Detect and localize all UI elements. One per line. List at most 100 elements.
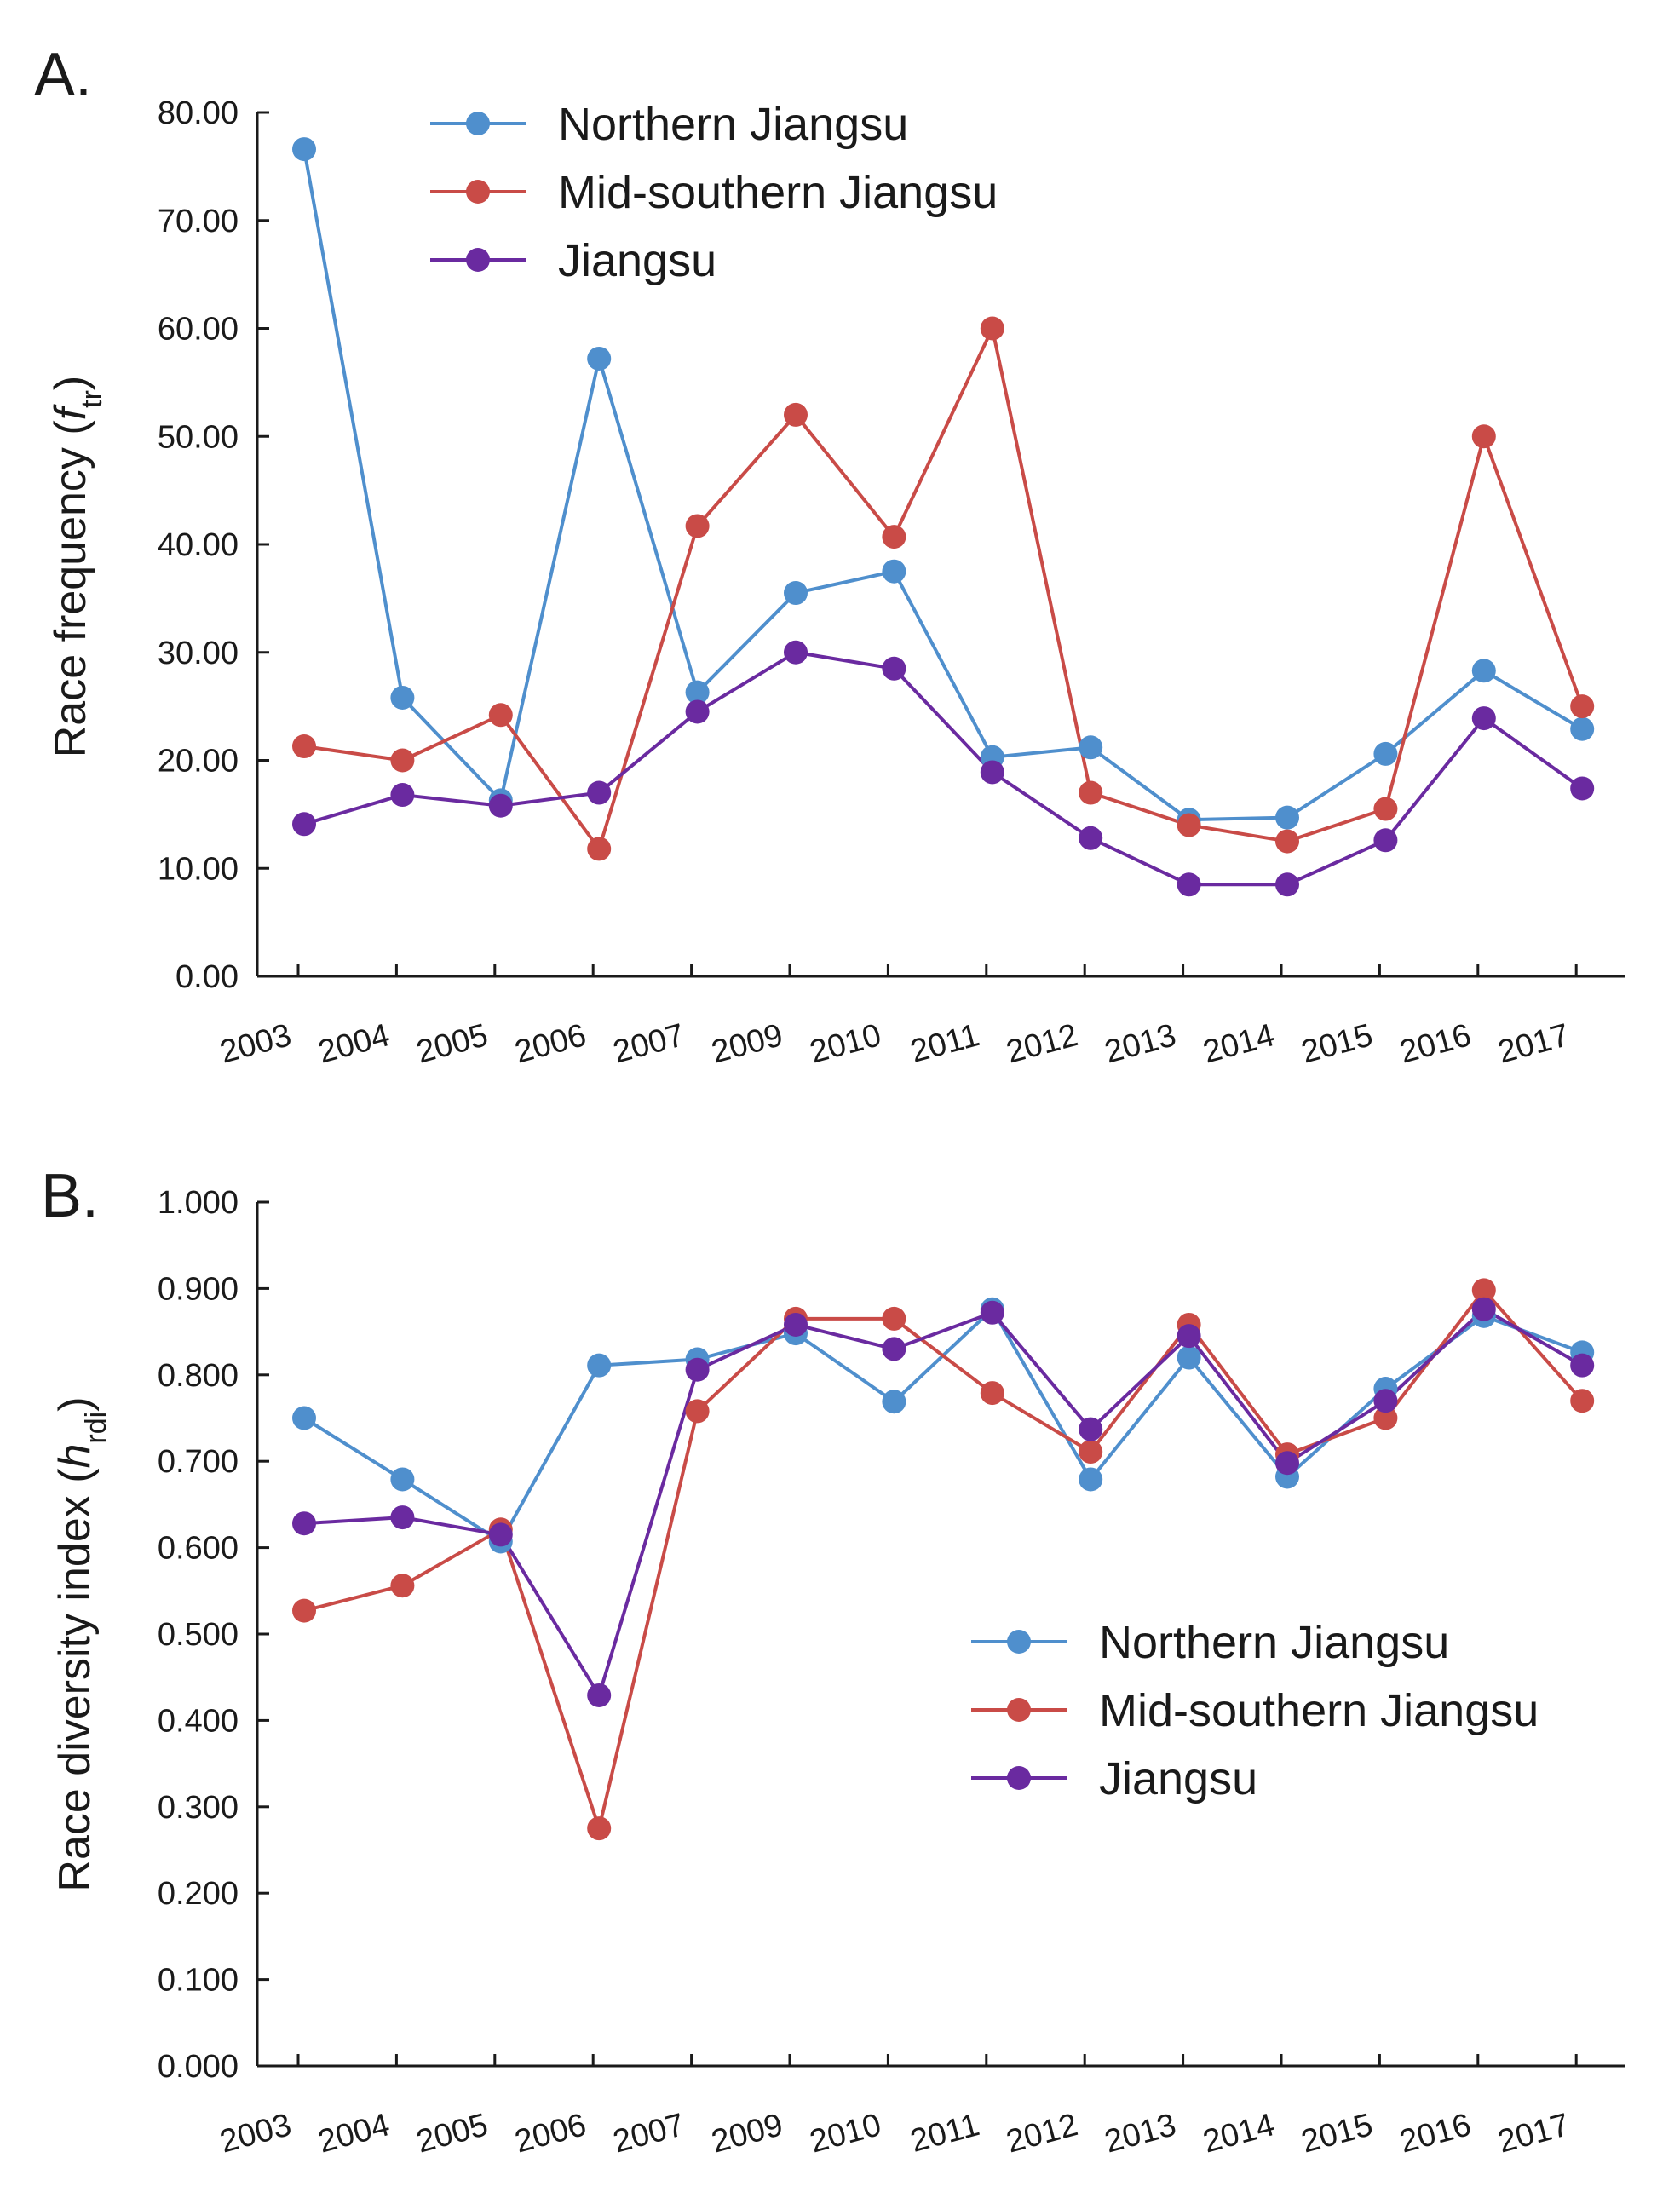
legend-swatch-marker [1007, 1698, 1031, 1722]
panel-a-label: A. [34, 41, 92, 109]
x-tick-label: 2007 [609, 1017, 688, 1070]
x-tick-label: 2014 [1200, 1017, 1279, 1070]
data-point-series-2 [1570, 1353, 1595, 1378]
legend-swatch-marker [1007, 1766, 1031, 1790]
data-point-series-0 [1471, 659, 1496, 683]
panel-a-ylabel-subscript: tr [76, 390, 108, 408]
legend-entry-label: Jiangsu [558, 235, 716, 286]
data-point-series-2 [587, 780, 612, 805]
x-tick-label: 2015 [1297, 2107, 1377, 2160]
data-point-series-0 [587, 346, 612, 371]
x-tick-label: 2013 [1101, 2107, 1180, 2160]
data-point-series-2 [1177, 872, 1201, 897]
data-point-series-1 [1570, 1389, 1595, 1413]
x-tick-label: 2012 [1003, 1017, 1082, 1070]
panel-a-legend: Northern Jiangsu Mid-southern Jiangsu Jian… [430, 99, 998, 286]
data-point-series-1 [1373, 1406, 1398, 1430]
data-point-series-0 [1177, 1345, 1201, 1370]
data-point-series-2 [1373, 1389, 1398, 1413]
data-point-series-2 [882, 1337, 906, 1361]
data-point-series-1 [882, 525, 906, 550]
y-tick-label: 0.00 [175, 959, 239, 995]
x-tick-label: 2004 [314, 1017, 394, 1070]
x-tick-label: 2016 [1396, 2107, 1476, 2160]
series-line-0 [302, 148, 1584, 822]
panel-b-series-lines [302, 1288, 1584, 1831]
panel-a-race-frequency-chart: A. Race frequency (ftr) 0.00 10.00 20.00 30… [34, 41, 1625, 1071]
x-tick-label: 2011 [906, 2107, 983, 2160]
data-point-series-1 [1079, 1440, 1103, 1464]
x-tick-label: 2011 [906, 1017, 983, 1070]
x-tick-label: 2016 [1396, 1017, 1476, 1070]
panel-b-race-diversity-chart: B. Race diversity index (hrdi) 0.000 0.10… [41, 1162, 1625, 2161]
data-point-series-1 [685, 1399, 710, 1424]
data-point-series-2 [1079, 826, 1103, 850]
data-point-series-0 [292, 1406, 316, 1430]
data-point-series-2 [292, 812, 316, 837]
y-tick-label: 40.00 [158, 527, 239, 563]
legend-swatch-marker [466, 180, 490, 204]
data-point-series-0 [685, 680, 710, 705]
legend-entry-label: Jiangsu [1099, 1753, 1257, 1804]
data-point-series-0 [390, 1467, 415, 1492]
y-tick-label: 0.700 [158, 1444, 239, 1480]
panel-a-series-lines [302, 148, 1585, 887]
y-tick-label: 50.00 [158, 419, 239, 455]
data-point-series-0 [1079, 735, 1103, 760]
data-point-series-1 [390, 748, 415, 773]
x-tick-label: 2003 [216, 2107, 296, 2160]
data-point-series-0 [1079, 1467, 1103, 1492]
panel-a-ylabel-close: ) [46, 376, 95, 390]
x-tick-label: 2014 [1200, 2107, 1279, 2160]
data-point-series-2 [1373, 828, 1398, 853]
data-point-series-0 [587, 1353, 612, 1378]
panel-a-data-points [292, 137, 1595, 897]
legend-entry-label: Mid-southern Jiangsu [558, 167, 998, 218]
data-point-series-2 [488, 1522, 513, 1547]
panel-b-ylabel-close: ) [50, 1396, 100, 1411]
data-point-series-2 [980, 1300, 1004, 1325]
legend-entry-label: Mid-southern Jiangsu [1099, 1685, 1539, 1736]
data-point-series-2 [784, 1312, 808, 1337]
x-tick-label: 2007 [609, 2107, 688, 2160]
y-tick-label: 70.00 [158, 204, 239, 239]
y-tick-label: 0.100 [158, 1963, 239, 1999]
data-point-series-1 [1275, 829, 1299, 854]
y-tick-label: 0.400 [158, 1703, 239, 1739]
panel-b-y-axis-label: Race diversity index (hrdi) [50, 1396, 112, 1891]
series-line-2 [303, 650, 1584, 887]
data-point-series-2 [1275, 1451, 1299, 1476]
data-point-series-2 [488, 793, 513, 818]
panel-b-legend: Northern Jiangsu Mid-southern Jiangsu Jian… [971, 1617, 1539, 1804]
y-tick-label: 0.600 [158, 1531, 239, 1567]
series-line-1 [303, 1288, 1584, 1831]
data-point-series-1 [685, 514, 710, 538]
legend-entry-label: Northern Jiangsu [558, 99, 908, 150]
x-tick-label: 2003 [216, 1017, 296, 1070]
data-point-series-2 [292, 1511, 316, 1536]
data-point-series-2 [980, 760, 1004, 785]
y-tick-label: 20.00 [158, 744, 239, 780]
data-point-series-2 [1471, 706, 1496, 731]
panel-b-axes: 0.000 0.100 0.200 0.300 0.400 0.500 0.600 0.700… [158, 1185, 1625, 2161]
data-point-series-1 [1177, 813, 1201, 837]
data-point-series-2 [1471, 1297, 1496, 1321]
data-point-series-0 [1373, 741, 1398, 766]
x-tick-label: 2010 [806, 2107, 885, 2160]
legend-swatch-marker [466, 248, 490, 272]
data-point-series-2 [1570, 776, 1595, 801]
data-point-series-1 [292, 1598, 316, 1623]
data-point-series-2 [390, 1505, 415, 1530]
data-point-series-2 [587, 1683, 612, 1707]
data-point-series-0 [882, 559, 906, 584]
legend-swatch-marker [1007, 1630, 1031, 1654]
data-point-series-1 [1373, 797, 1398, 821]
data-point-series-1 [390, 1574, 415, 1598]
data-point-series-2 [882, 656, 906, 681]
data-point-series-1 [1471, 1278, 1496, 1303]
data-point-series-2 [1275, 872, 1299, 897]
panel-b-data-points [292, 1278, 1595, 1841]
data-point-series-2 [390, 783, 415, 808]
panel-b-ylabel-main: Race diversity index ( [50, 1468, 100, 1892]
